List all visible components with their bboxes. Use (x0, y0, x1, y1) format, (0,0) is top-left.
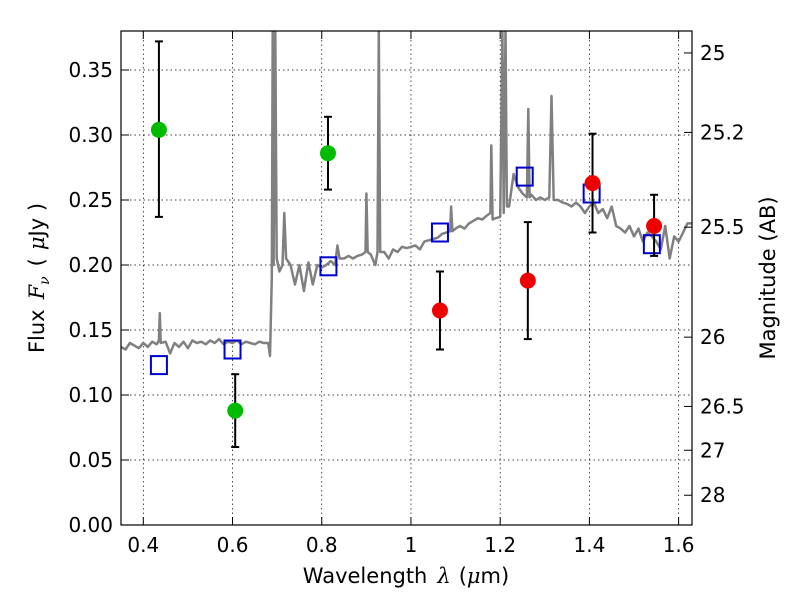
y-tick-label: 0.20 (68, 253, 113, 277)
model-flux-square (223, 339, 242, 360)
x-tick-label: 0.4 (127, 533, 159, 557)
observed-flux-point (227, 402, 244, 419)
x-tick-label: 0.8 (306, 533, 338, 557)
y-tick-label: 0.10 (68, 383, 113, 407)
y-axis-label: FluxFν(μJy ) (25, 203, 53, 353)
y2-tick-label: 26 (700, 325, 725, 349)
x-tick-label: 1.2 (484, 533, 516, 557)
y2-axis-label: Magnitude (AB) (756, 196, 780, 359)
observed-flux-point (319, 145, 336, 162)
y2-tick-label: 25 (700, 41, 725, 65)
y-tick-label: 0.30 (68, 123, 113, 147)
plot-frame (120, 30, 693, 526)
x-tick-label: 1.4 (573, 533, 605, 557)
observed-flux-point (431, 302, 448, 319)
y2-tick-label: 26.5 (700, 394, 745, 418)
model-flux-square (319, 256, 338, 277)
y2-tick-label: 25.5 (700, 215, 745, 239)
observed-flux-point (646, 218, 663, 234)
model-flux-square (515, 166, 534, 187)
y2-tick-label: 28 (700, 483, 725, 507)
y-tick-label: 0.00 (68, 513, 113, 537)
observed-flux-point (519, 272, 536, 289)
marks-layer (149, 40, 663, 448)
x-tick-label: 1.6 (663, 533, 695, 557)
y2-tick-label: 25.2 (700, 120, 745, 144)
y-tick-label: 0.15 (68, 318, 113, 342)
x-tick-label: 1 (405, 533, 418, 557)
x-tick-label: 0.6 (217, 533, 249, 557)
model-flux-square (642, 234, 661, 255)
observed-flux-point (584, 175, 601, 192)
model-flux-square (430, 222, 449, 243)
y2-tick-label: 27 (700, 438, 725, 462)
y-tick-label: 0.05 (68, 448, 113, 472)
ticks-layer: 0.4 0.6 0.8 1 1.2 1.4 1.6 0.00 0.05 0.10 0.15 0.20 0… (68, 31, 745, 557)
y-tick-label: 0.35 (68, 58, 113, 82)
y-tick-label: 0.25 (68, 188, 113, 212)
x-axis-label: Wavelength λ (μm) (303, 564, 509, 588)
model-flux-square (149, 355, 168, 376)
observed-flux-point (150, 121, 167, 138)
